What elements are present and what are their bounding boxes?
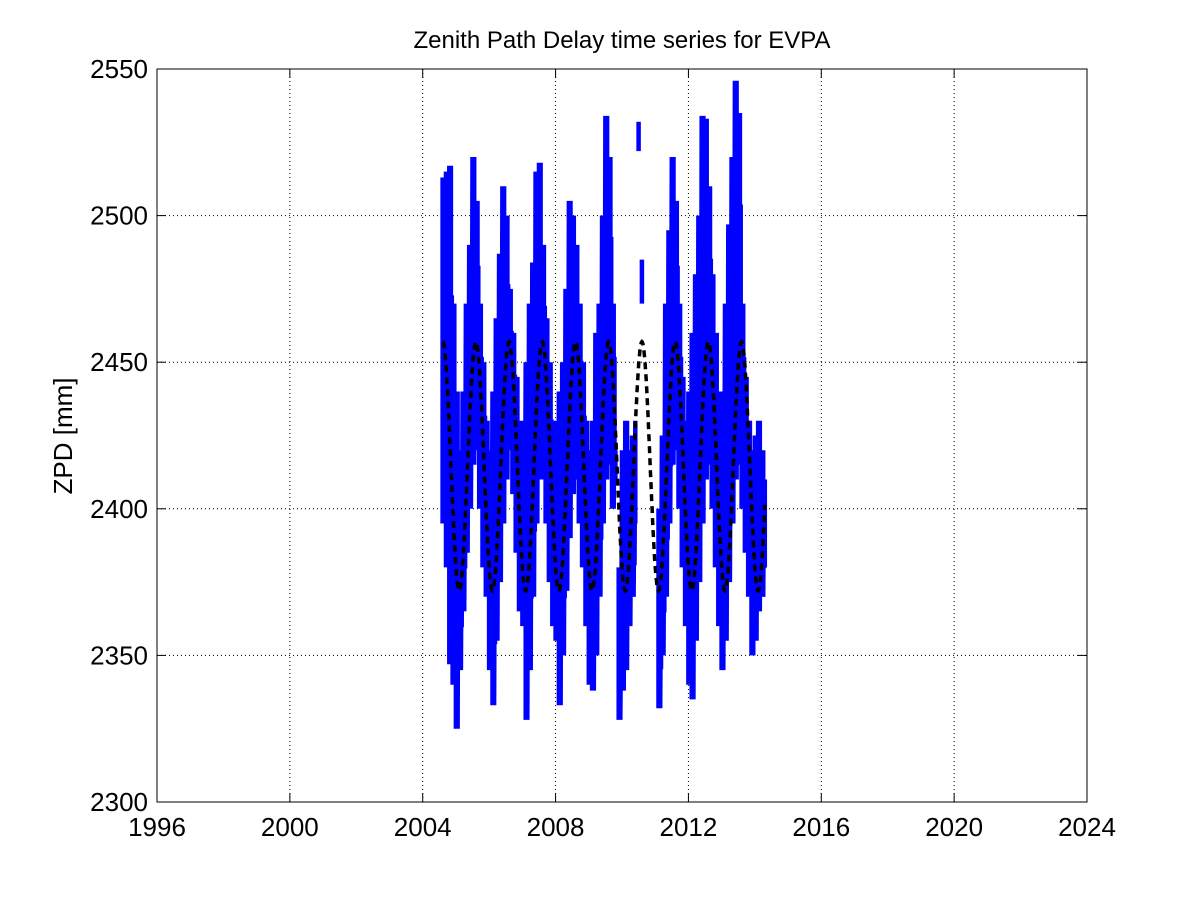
x-tick-label: 1996 <box>128 812 186 842</box>
x-tick-label: 2020 <box>925 812 983 842</box>
zpd-seasonal-model-line <box>441 339 767 594</box>
y-axis-label: ZPD [mm] <box>48 378 78 495</box>
data-layer <box>440 80 768 729</box>
y-tick-label: 2400 <box>90 494 148 524</box>
x-tick-label: 2024 <box>1058 812 1116 842</box>
zpd-observed-segment <box>616 420 638 720</box>
x-tick-label: 2008 <box>527 812 585 842</box>
x-tick-label: 2004 <box>394 812 452 842</box>
y-tick-label: 2550 <box>90 54 148 84</box>
x-tick-label: 2000 <box>261 812 319 842</box>
y-tick-label: 2500 <box>90 201 148 231</box>
tick-layer: 1996 2000 2004 2008 2012 2016 2020 2024 2300 2350… <box>90 54 1116 842</box>
y-tick-label: 2350 <box>90 640 148 670</box>
x-tick-label: 2016 <box>792 812 850 842</box>
chart-title: Zenith Path Delay time series for EVPA <box>413 27 830 54</box>
y-tick-label: 2300 <box>90 787 148 817</box>
y-tick-label: 2450 <box>90 347 148 377</box>
plot-frame <box>156 68 1088 803</box>
x-tick-label: 2012 <box>660 812 718 842</box>
